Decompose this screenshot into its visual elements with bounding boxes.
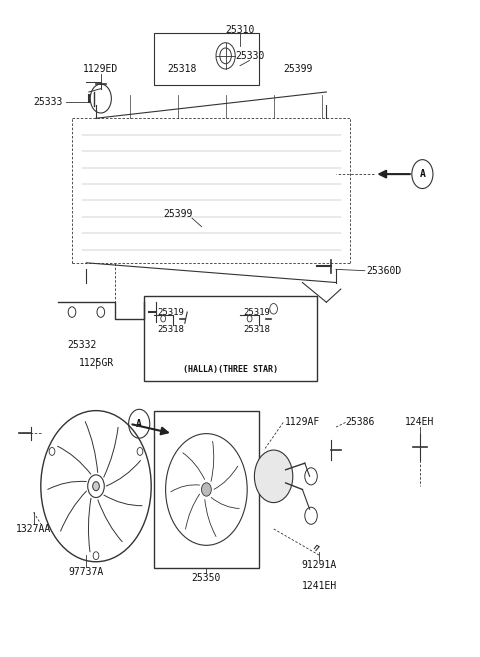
Text: 25318: 25318 (243, 325, 270, 334)
Circle shape (93, 482, 99, 491)
Text: 25333: 25333 (33, 97, 63, 107)
Text: A: A (420, 169, 425, 179)
Circle shape (93, 552, 99, 560)
Bar (154, 33, 259, 85)
Text: 25319: 25319 (243, 307, 270, 317)
Text: 1241EH: 1241EH (301, 581, 337, 591)
Text: 1327AA: 1327AA (16, 524, 51, 534)
Text: 25360D: 25360D (366, 265, 402, 276)
Text: 25399: 25399 (283, 64, 312, 74)
Text: 25332: 25332 (67, 340, 96, 350)
Text: 25399: 25399 (163, 208, 192, 219)
Text: 97737A: 97737A (69, 566, 104, 577)
Text: 1125GR: 1125GR (78, 357, 114, 368)
Circle shape (137, 447, 143, 455)
Text: 25330: 25330 (235, 51, 264, 61)
Circle shape (202, 483, 211, 496)
Circle shape (49, 447, 55, 455)
Text: 25310: 25310 (225, 24, 255, 35)
Text: A: A (136, 419, 142, 429)
Circle shape (254, 450, 293, 503)
Text: 91291A: 91291A (301, 560, 337, 570)
Bar (154, 411, 259, 568)
Text: (HALLA)(THREE STAR): (HALLA)(THREE STAR) (183, 365, 278, 374)
Text: 1129ED: 1129ED (83, 64, 119, 74)
Text: 25318: 25318 (157, 325, 184, 334)
Text: 25350: 25350 (192, 573, 221, 583)
Text: 1129AF: 1129AF (285, 417, 320, 428)
Text: 25319: 25319 (157, 307, 184, 317)
Text: 25386: 25386 (345, 417, 375, 428)
Text: 25318: 25318 (168, 64, 197, 74)
Bar (144, 296, 317, 381)
Text: 124EH: 124EH (405, 417, 435, 428)
